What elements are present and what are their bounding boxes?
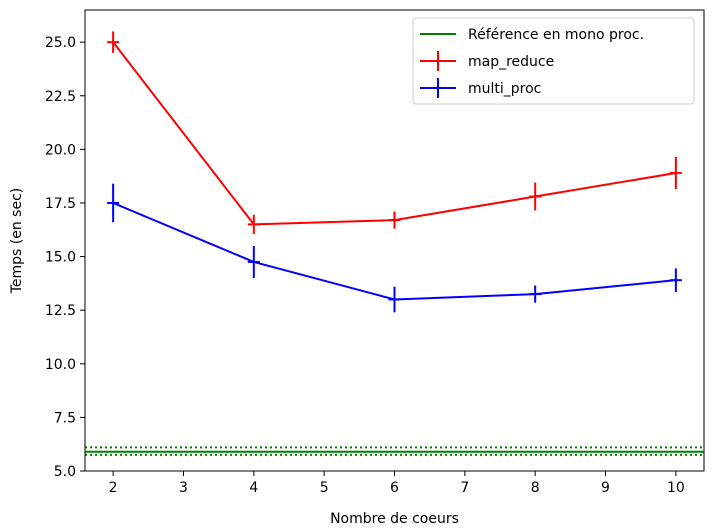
legend-label: map_reduce	[468, 54, 554, 70]
x-tick-label: 4	[249, 480, 258, 496]
x-tick-label: 9	[601, 480, 610, 496]
axis-ticks: 2 3 4 5 6 7 8 9 10 5.0 7.5 10.0 12.5 15.0 17.5 20.0 22.5…	[45, 35, 685, 496]
y-tick-label: 22.5	[45, 89, 76, 105]
y-tick-label: 15.0	[45, 250, 76, 266]
x-axis-label: Nombre de coeurs	[330, 511, 459, 527]
x-tick-label: 3	[179, 480, 188, 496]
y-tick-label: 25.0	[45, 35, 76, 51]
legend-entries: Référence en mono proc. map_reduce multi_p…	[420, 27, 644, 98]
y-tick-label: 17.5	[45, 196, 76, 212]
y-tick-label: 12.5	[45, 303, 76, 319]
y-tick-label: 7.5	[54, 410, 76, 426]
x-tick-label: 6	[390, 480, 399, 496]
x-tick-label: 7	[460, 480, 469, 496]
legend: Référence en mono proc. map_reduce multi_p…	[412, 17, 695, 105]
legend-label: Référence en mono proc.	[468, 27, 644, 43]
x-tick-label: 8	[531, 480, 540, 496]
x-tick-label: 5	[320, 480, 329, 496]
plot-area	[85, 31, 704, 456]
y-tick-label: 10.0	[45, 357, 76, 373]
legend-label: multi_proc	[468, 81, 541, 97]
y-axis-label: Temps (en sec)	[9, 188, 25, 295]
x-tick-label: 2	[109, 480, 118, 496]
y-tick-label: 20.0	[45, 142, 76, 158]
y-tick-label: 5.0	[54, 464, 76, 480]
legend-box	[412, 17, 695, 105]
x-tick-label: 10	[667, 480, 685, 496]
